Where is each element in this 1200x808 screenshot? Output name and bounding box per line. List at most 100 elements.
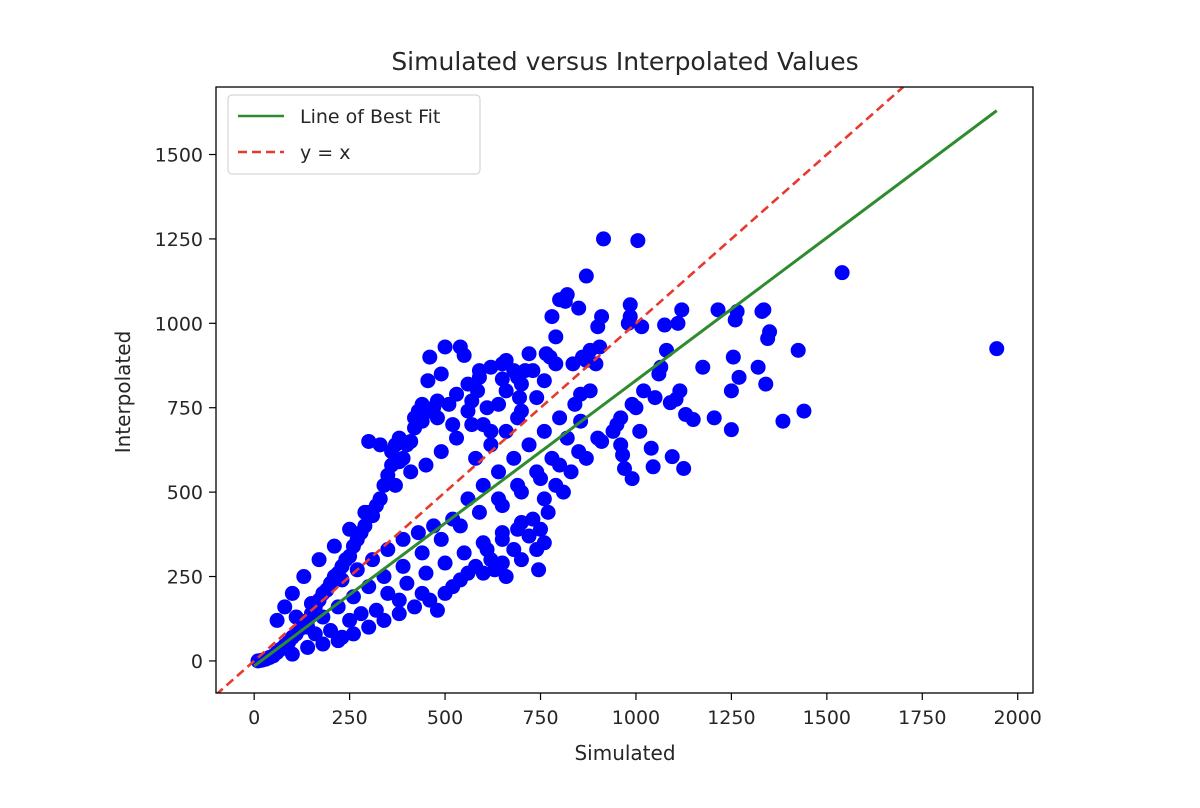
data-point <box>498 383 514 399</box>
data-point <box>750 359 766 375</box>
data-point <box>422 592 438 608</box>
data-point <box>342 521 358 537</box>
data-point <box>578 450 594 466</box>
data-point <box>433 531 449 547</box>
data-point <box>632 423 648 439</box>
data-point <box>552 292 568 308</box>
data-point <box>647 390 663 406</box>
data-point <box>433 444 449 460</box>
data-point <box>491 396 507 412</box>
data-point <box>334 629 350 645</box>
data-point <box>796 403 812 419</box>
data-point <box>617 460 632 476</box>
data-point <box>471 369 487 385</box>
data-point <box>605 423 621 439</box>
x-tick-label: 750 <box>522 707 558 729</box>
data-point <box>479 542 495 558</box>
fit-lines <box>216 87 998 693</box>
data-point <box>731 369 747 385</box>
data-point <box>395 531 411 547</box>
data-point <box>596 231 612 247</box>
data-point <box>384 444 400 460</box>
x-tick-label: 1000 <box>612 707 660 729</box>
data-point <box>510 521 526 537</box>
data-point <box>548 329 564 345</box>
data-point <box>725 349 741 365</box>
y-tick-label: 250 <box>167 567 203 589</box>
data-point <box>491 491 507 507</box>
data-point <box>422 349 438 365</box>
data-point <box>529 464 545 480</box>
legend-label-best-fit: Line of Best Fit <box>300 106 440 128</box>
data-point <box>288 609 304 625</box>
data-point <box>475 417 491 433</box>
data-point <box>521 528 537 544</box>
data-point <box>506 363 522 379</box>
data-point <box>460 403 476 419</box>
data-point <box>622 297 638 313</box>
data-point <box>582 383 598 399</box>
data-point <box>754 304 770 320</box>
data-point <box>521 346 537 362</box>
plot-frame <box>215 86 1034 694</box>
data-point <box>620 315 636 331</box>
data-point <box>437 339 453 355</box>
data-point <box>624 396 640 412</box>
data-point <box>531 562 547 578</box>
data-point <box>449 430 465 446</box>
data-point <box>372 491 388 507</box>
data-point <box>399 575 415 591</box>
data-point <box>491 464 507 480</box>
data-point <box>483 359 499 375</box>
data-point <box>468 450 484 466</box>
data-point <box>452 572 468 588</box>
data-point <box>695 359 711 375</box>
data-point <box>658 342 674 358</box>
data-point <box>300 639 316 655</box>
data-point <box>662 395 678 411</box>
x-tick-label: 250 <box>331 707 367 729</box>
data-point <box>706 410 722 426</box>
data-point <box>494 371 510 387</box>
data-point <box>468 558 484 574</box>
data-point <box>758 376 774 392</box>
data-point <box>590 319 606 335</box>
data-point <box>494 356 510 372</box>
data-point <box>525 511 541 527</box>
data-point <box>494 531 510 547</box>
data-point <box>403 464 419 480</box>
data-point <box>342 612 358 628</box>
data-point <box>464 417 480 433</box>
y-tick-label: 0 <box>191 651 203 673</box>
data-point <box>460 491 476 507</box>
data-point <box>498 569 514 585</box>
data-point <box>727 312 743 328</box>
data-point <box>284 646 300 662</box>
data-point <box>449 386 465 402</box>
data-point <box>790 342 806 358</box>
data-point <box>353 606 369 622</box>
data-point <box>678 406 694 422</box>
data-point <box>372 437 388 453</box>
data-point <box>525 363 541 379</box>
data-point <box>418 457 434 473</box>
data-point <box>395 558 411 574</box>
data-points <box>250 231 1005 669</box>
chart-title: Simulated versus Interpolated Values <box>391 47 858 76</box>
data-point <box>345 626 361 642</box>
data-point <box>565 356 581 372</box>
data-point <box>376 612 392 628</box>
data-point <box>376 477 392 493</box>
data-point <box>594 433 610 449</box>
data-point <box>429 410 445 426</box>
data-point <box>277 599 293 615</box>
data-point <box>630 233 646 249</box>
data-point <box>670 315 686 331</box>
x-tick-label: 1750 <box>898 707 946 729</box>
y-tick-label: 1000 <box>155 313 203 335</box>
data-point <box>513 552 529 568</box>
data-point <box>636 383 652 399</box>
data-point <box>284 585 300 601</box>
data-point <box>471 504 487 520</box>
